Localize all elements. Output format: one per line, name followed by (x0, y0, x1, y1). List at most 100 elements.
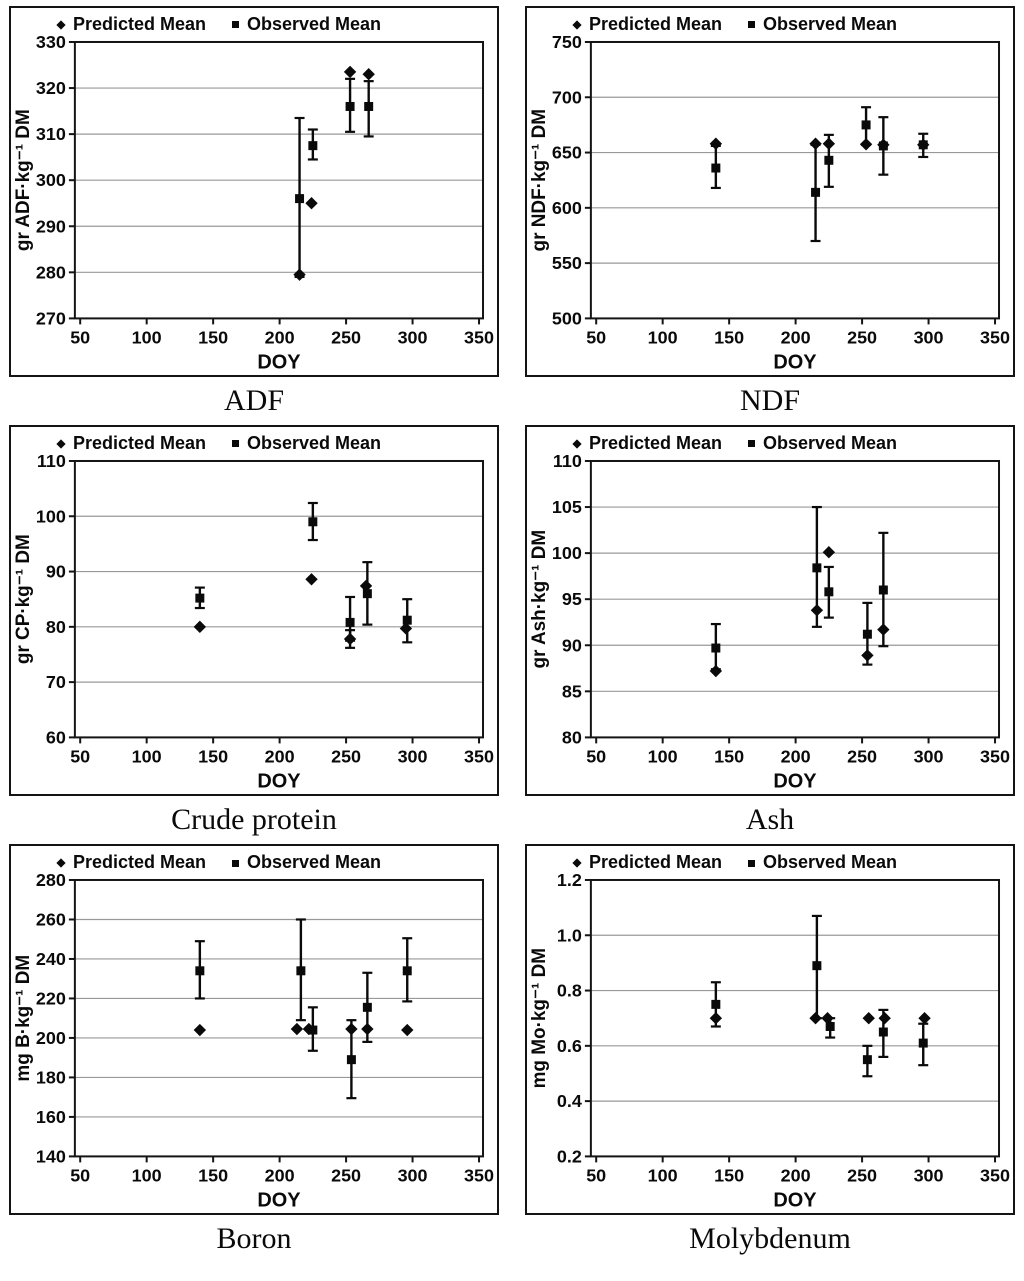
svg-text:80: 80 (562, 727, 582, 747)
svg-text:85: 85 (562, 681, 582, 701)
axes: 0.2 0.4 0.6 0.8 1.0 1.2 50 100 150 200 250 300 350 DO… (529, 873, 1010, 1211)
svg-text:150: 150 (198, 746, 228, 766)
svg-text:1.2: 1.2 (557, 873, 582, 890)
svg-text:0.2: 0.2 (557, 1146, 582, 1166)
svg-text:DOY: DOY (773, 770, 816, 792)
diamond-marker-icon (572, 439, 582, 449)
series-observed (710, 105, 929, 242)
legend: Predicted Mean Observed Mean (13, 848, 495, 873)
chart-caption-ash: Ash (745, 803, 795, 837)
chart-caption-crude-protein: Crude protein (171, 803, 337, 837)
svg-text:300: 300 (398, 1165, 428, 1185)
chart-caption-boron: Boron (216, 1222, 292, 1256)
chart-caption-adf: ADF (223, 384, 284, 418)
svg-text:110: 110 (37, 454, 66, 471)
svg-text:150: 150 (198, 1165, 228, 1185)
svg-text:100: 100 (648, 327, 678, 347)
svg-text:mg B·kg⁻¹ DM: mg B·kg⁻¹ DM (13, 955, 34, 1082)
legend-item-predicted: Predicted Mean (56, 433, 206, 454)
svg-text:50: 50 (586, 1165, 606, 1185)
legend-item-predicted: Predicted Mean (572, 14, 722, 35)
legend-label-observed: Observed Mean (762, 433, 898, 454)
diamond-marker-icon (56, 20, 66, 30)
square-marker-icon (747, 440, 755, 448)
legend-item-predicted: Predicted Mean (56, 852, 206, 873)
plot-frame (73, 459, 485, 739)
svg-text:350: 350 (980, 746, 1010, 766)
square-marker-icon (231, 859, 239, 867)
svg-text:100: 100 (648, 1165, 678, 1185)
series-observed (194, 501, 413, 644)
legend-label-predicted: Predicted Mean (588, 433, 722, 454)
svg-text:350: 350 (980, 1165, 1010, 1185)
svg-text:300: 300 (398, 327, 428, 347)
svg-text:330: 330 (36, 35, 66, 52)
square-marker-icon (231, 21, 239, 29)
svg-text:250: 250 (847, 327, 877, 347)
legend-item-observed: Observed Mean (747, 433, 898, 454)
svg-text:50: 50 (70, 746, 90, 766)
legend-item-observed: Observed Mean (231, 14, 381, 35)
chart-panel-adf: Predicted Mean Observed Mean 270 280 290 30… (9, 6, 499, 421)
diamond-marker-icon (56, 439, 66, 449)
svg-text:250: 250 (331, 1165, 361, 1185)
scatter-plot-adf: 270 280 290 300 310 320 330 50 100 150 200 250 300 35… (13, 35, 494, 373)
plot-frame (589, 459, 1001, 739)
chart-panel-molybdenum: Predicted Mean Observed Mean 0.2 0.4 0.6 0.… (525, 844, 1015, 1259)
svg-text:250: 250 (331, 327, 361, 347)
svg-text:DOY: DOY (257, 351, 300, 373)
svg-text:50: 50 (70, 1165, 90, 1185)
svg-text:300: 300 (36, 170, 66, 190)
svg-text:0.8: 0.8 (557, 980, 582, 1000)
legend-item-observed: Observed Mean (231, 852, 381, 873)
scatter-plot-molybdenum: 0.2 0.4 0.6 0.8 1.0 1.2 50 100 150 200 250 300 350 DO… (529, 873, 1010, 1211)
svg-text:240: 240 (36, 949, 66, 969)
svg-text:300: 300 (914, 1165, 944, 1185)
series-predicted (709, 545, 890, 678)
gridlines (74, 879, 484, 1157)
svg-text:100: 100 (132, 327, 162, 347)
square-marker-icon (747, 859, 755, 867)
svg-text:90: 90 (562, 635, 582, 655)
legend-label-predicted: Predicted Mean (588, 14, 722, 34)
svg-text:350: 350 (980, 327, 1010, 347)
series-predicted (193, 572, 413, 649)
chart-caption-molybdenum: Molybdenum (689, 1222, 851, 1256)
svg-text:gr CP·kg⁻¹ DM: gr CP·kg⁻¹ DM (13, 534, 34, 664)
svg-text:180: 180 (36, 1067, 66, 1087)
svg-text:300: 300 (398, 746, 428, 766)
scatter-plot-boron: 140 160 180 200 220 240 260 280 50 100 150 200 250 30… (13, 873, 494, 1211)
chart-panel-ndf: Predicted Mean Observed Mean 500 550 600 65… (525, 6, 1015, 421)
svg-text:350: 350 (464, 327, 494, 347)
svg-text:350: 350 (464, 1165, 494, 1185)
svg-text:270: 270 (36, 308, 66, 328)
legend-item-predicted: Predicted Mean (572, 433, 722, 454)
square-marker-icon (747, 21, 755, 29)
legend: Predicted Mean Observed Mean (13, 429, 495, 454)
svg-text:100: 100 (552, 543, 582, 563)
gridlines (74, 41, 484, 319)
svg-text:150: 150 (714, 746, 744, 766)
axes: 270 280 290 300 310 320 330 50 100 150 200 250 300 35… (13, 35, 494, 373)
chart-panel-ash: Predicted Mean Observed Mean 80 85 90 95 100… (525, 425, 1015, 840)
series-observed (710, 505, 889, 671)
svg-text:200: 200 (36, 1028, 66, 1048)
legend-label-observed: Observed Mean (246, 433, 382, 454)
svg-text:mg Mo·kg⁻¹ DM: mg Mo·kg⁻¹ DM (529, 948, 550, 1088)
axes: 60 70 80 90 100 110 50 100 150 200 250 300 350 DOY gr … (13, 454, 494, 792)
legend-label-observed: Observed Mean (762, 852, 898, 873)
legend-label-observed: Observed Mean (762, 14, 898, 34)
legend-item-predicted: Predicted Mean (56, 14, 206, 35)
chart-box-boron: Predicted Mean Observed Mean 140 160 180 20… (9, 844, 499, 1216)
svg-text:60: 60 (46, 727, 66, 747)
series-observed (710, 914, 929, 1078)
scatter-plot-ndf: 500 550 600 650 700 750 50 100 150 200 250 300 350 DO… (529, 35, 1010, 373)
svg-text:700: 700 (552, 87, 582, 107)
svg-text:250: 250 (847, 1165, 877, 1185)
diamond-marker-icon (572, 20, 582, 30)
legend-label-predicted: Predicted Mean (588, 852, 722, 873)
chart-box-adf: Predicted Mean Observed Mean 270 280 290 30… (9, 6, 499, 378)
svg-text:95: 95 (562, 589, 582, 609)
diamond-marker-icon (56, 858, 66, 868)
legend: Predicted Mean Observed Mean (529, 429, 1011, 454)
